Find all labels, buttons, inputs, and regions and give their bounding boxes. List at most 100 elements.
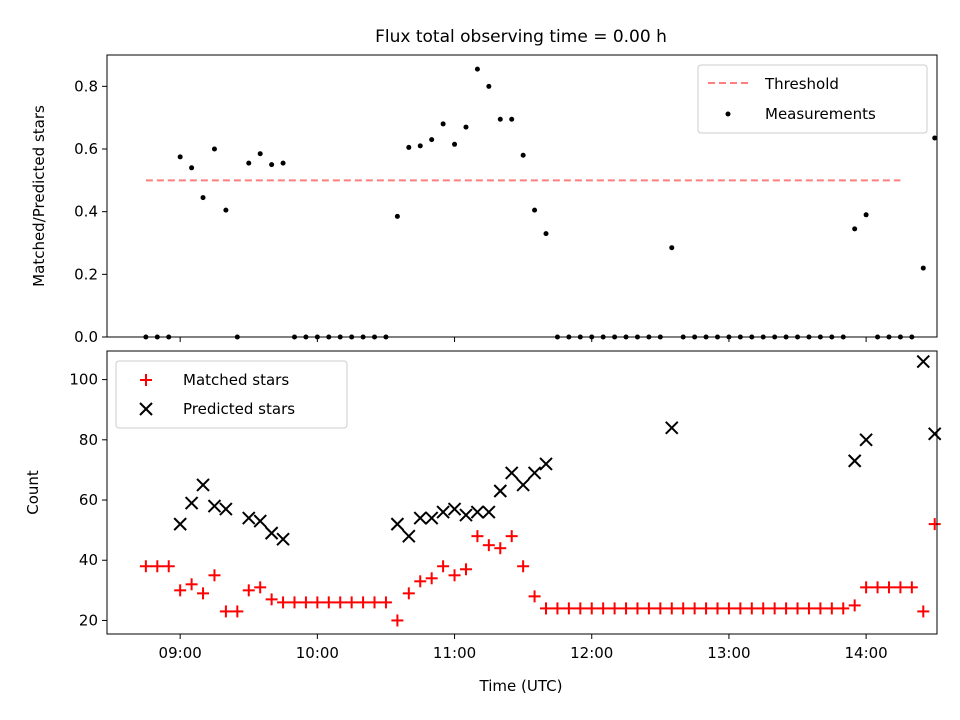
matched-star-point — [517, 560, 530, 573]
predicted-star-point — [413, 511, 427, 525]
predicted-star-point — [916, 354, 930, 369]
matched-star-point — [837, 602, 850, 615]
matched-star-point — [459, 563, 472, 576]
matched-star-point — [780, 602, 793, 615]
matched-star-point — [551, 602, 564, 615]
top-y-tick-label: 0.2 — [74, 265, 98, 283]
matched-star-point — [139, 560, 152, 573]
predicted-star-point — [665, 421, 679, 435]
measurement-point — [486, 83, 492, 89]
bottom-axes: 20 40 60 80 100 09:00 10:00 11:00 12:00 13:00 14:… — [24, 350, 942, 695]
matched-star-point — [574, 602, 587, 615]
measurement-point — [863, 212, 869, 218]
measurement-point — [543, 231, 549, 237]
matched-star-point — [848, 599, 861, 612]
matched-star-point — [379, 596, 392, 609]
predicted-star-point — [527, 466, 542, 480]
predicted-star-point — [242, 511, 256, 525]
matched-star-point — [757, 602, 770, 615]
legend-threshold-label: Threshold — [764, 75, 839, 93]
measurement-point — [394, 213, 400, 219]
matched-star-point — [277, 596, 290, 609]
measurement-point — [669, 245, 675, 251]
measurement-point — [852, 226, 858, 232]
predicted-star-point — [253, 514, 267, 528]
matched-star-point — [482, 539, 495, 552]
legend-measurements-label: Measurements — [765, 105, 876, 123]
matched-star-point — [654, 602, 667, 615]
legend-matched-label: Matched stars — [183, 371, 289, 389]
matched-star-point — [219, 605, 232, 618]
matched-star-point — [414, 575, 427, 588]
predicted-star-point — [390, 517, 405, 531]
predicted-star-point — [447, 502, 462, 516]
matched-star-point — [151, 560, 164, 573]
legend-measurements-marker — [725, 111, 731, 117]
matched-star-point — [299, 596, 312, 609]
matched-star-point — [814, 602, 827, 615]
top-legend-box — [697, 64, 928, 134]
predicted-star-point — [482, 505, 496, 519]
matched-star-point — [162, 560, 175, 573]
matched-star-point — [345, 596, 358, 609]
matched-star-point — [585, 602, 598, 615]
measurement-point — [257, 151, 263, 157]
matched-star-point — [334, 596, 347, 609]
matched-star-point — [745, 602, 758, 615]
matched-star-point — [688, 602, 701, 615]
matched-star-point — [254, 581, 267, 594]
matched-star-point — [471, 530, 484, 543]
matched-star-point — [197, 587, 210, 600]
measurement-point — [440, 121, 446, 127]
predicted-star-point — [847, 454, 862, 468]
matched-star-point — [288, 596, 301, 609]
bottom-x-tick-label: 14:00 — [845, 644, 888, 662]
predicted-star-point — [276, 532, 290, 546]
predicted-star-point — [470, 505, 485, 519]
bottom-x-tick-label: 11:00 — [433, 644, 476, 662]
bottom-legend: Matched stars Predicted stars — [115, 360, 348, 429]
predicted-star-point — [173, 517, 187, 531]
matched-star-point — [917, 605, 930, 618]
top-axes: 0.00.20.40.60.8 Matched/Predicted stars … — [30, 54, 938, 346]
bottom-x-tick-label: 09:00 — [159, 644, 202, 662]
predicted-star-point — [402, 529, 416, 543]
x-axis-label: Time (UTC) — [479, 677, 563, 695]
legend-predicted-label: Predicted stars — [183, 400, 295, 418]
measurement-point — [509, 116, 515, 122]
matched-star-point — [242, 584, 255, 597]
matched-star-point — [665, 602, 678, 615]
measurement-point — [429, 137, 435, 143]
predicted-star-point — [436, 505, 450, 519]
bottom-y-tick-label: 60 — [79, 491, 98, 509]
predicted-star-point — [505, 466, 519, 480]
matched-star-point — [562, 602, 575, 615]
predicted-star-point — [196, 478, 210, 492]
matched-star-point — [791, 602, 804, 615]
predicted-star-point — [424, 511, 439, 525]
measurement-point — [497, 116, 503, 122]
predicted-star-point — [928, 427, 942, 441]
predicted-star-point — [219, 502, 233, 516]
bottom-y-axis-label: Count — [24, 470, 42, 515]
predicted-star-point — [516, 478, 530, 492]
top-y-axis-label: Matched/Predicted stars — [30, 105, 48, 287]
measurement-point — [269, 162, 275, 168]
top-y-tick-label: 0.8 — [74, 77, 98, 95]
top-legend: Threshold Measurements — [697, 64, 928, 134]
top-axes-frame — [106, 54, 938, 338]
matched-star-point — [391, 614, 404, 627]
matched-star-point — [528, 590, 541, 603]
matched-star-point — [677, 602, 690, 615]
measurement-point — [223, 207, 229, 213]
matched-star-point — [722, 602, 735, 615]
bottom-y-tick-label: 100 — [69, 371, 98, 389]
measurement-point — [532, 207, 538, 213]
measurement-point — [920, 265, 926, 271]
measurement-point — [246, 160, 252, 166]
matched-star-point — [368, 596, 381, 609]
predicted-star-point — [207, 499, 222, 513]
predicted-star-point — [184, 496, 199, 510]
predicted-star-point — [459, 508, 473, 522]
